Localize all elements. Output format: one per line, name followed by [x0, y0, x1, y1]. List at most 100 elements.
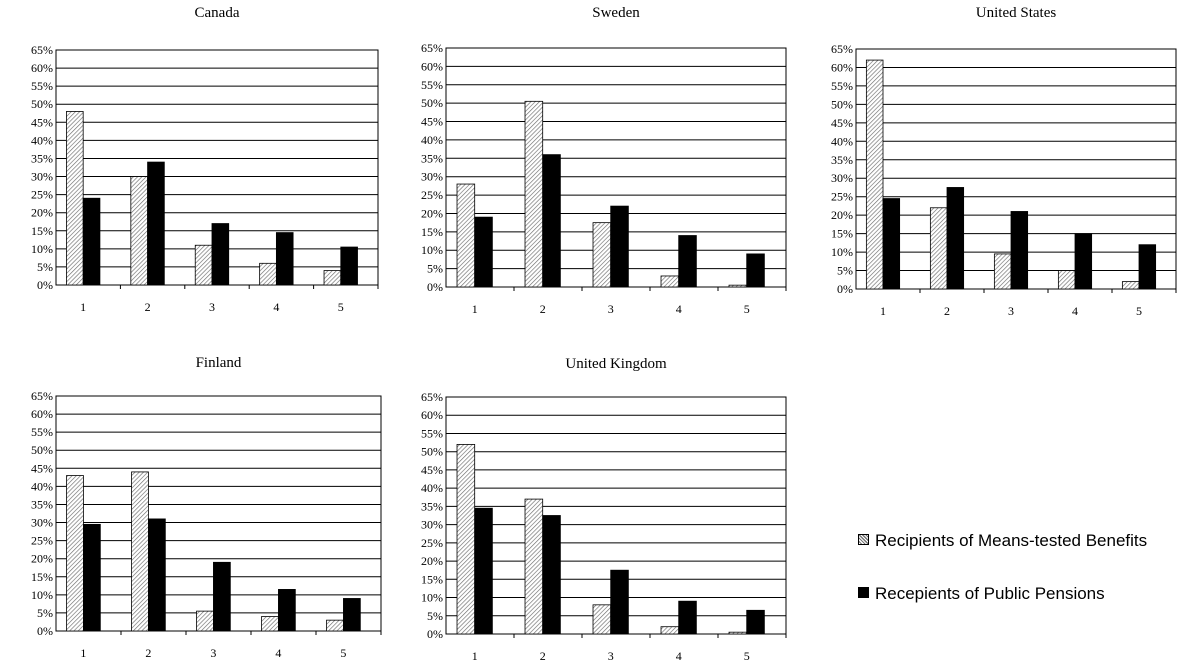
y-tick-label: 45% [831, 116, 853, 130]
bar-means-tested [728, 284, 748, 288]
bar-pensions [211, 223, 230, 286]
x-tick-label: 1 [472, 302, 478, 316]
bar-means-tested [456, 183, 476, 288]
bar-means-tested [524, 498, 544, 635]
chart-panel-sweden: Sweden 0% 5% 10% 15% 20% 25% 30% 35% 40% 45% 50% 55%… [421, 5, 787, 316]
y-tick-label: 30% [31, 516, 53, 530]
bar-pensions [1138, 244, 1157, 290]
legend-label-pensions: Recepients of Public Pensions [875, 584, 1105, 603]
y-tick-label: 45% [31, 461, 53, 475]
y-tick-label: 65% [831, 42, 853, 56]
bar-pensions [148, 518, 166, 632]
y-tick-label: 40% [31, 479, 53, 493]
bar-pensions [882, 198, 901, 290]
bar-means-tested [66, 475, 84, 632]
y-tick-label: 50% [31, 97, 53, 111]
x-tick-label: 1 [80, 646, 86, 660]
y-tick-label: 35% [31, 497, 53, 511]
bar-pensions [275, 232, 294, 286]
y-tick-label: 55% [31, 79, 53, 93]
y-tick-label: 25% [831, 190, 853, 204]
bar-means-tested [456, 443, 476, 635]
y-tick-label: 0% [427, 627, 443, 641]
x-tick-label: 3 [210, 646, 216, 660]
x-tick-label: 2 [944, 304, 950, 318]
y-tick-label: 45% [31, 115, 53, 129]
y-tick-label: 60% [31, 61, 53, 75]
bar-pensions [610, 569, 629, 635]
y-tick-label: 10% [421, 243, 443, 257]
y-tick-label: 55% [421, 426, 443, 440]
bar-pensions [474, 507, 493, 635]
bar-means-tested [326, 619, 344, 632]
y-tick-label: 35% [831, 153, 853, 167]
y-tick-label: 20% [31, 552, 53, 566]
bar-pensions [82, 197, 101, 286]
bar-pensions [83, 523, 101, 632]
y-tick-label: 0% [37, 278, 53, 292]
bar-pensions [343, 598, 361, 632]
bar-means-tested [524, 100, 544, 288]
chart-panel-canada: Canada 0% 5% 10% 15% 20% 25% 30% 35% 40% 45% 50% 55%… [31, 5, 379, 314]
x-tick-label: 2 [540, 302, 546, 316]
bar-means-tested [660, 626, 680, 635]
x-tick-label: 4 [275, 646, 281, 660]
y-tick-label: 10% [421, 591, 443, 605]
y-tick-label: 65% [31, 43, 53, 57]
y-tick-label: 15% [421, 225, 443, 239]
y-tick-label: 20% [421, 206, 443, 220]
y-tick-label: 65% [421, 41, 443, 55]
x-tick-label: 4 [1072, 304, 1078, 318]
y-tick-label: 50% [421, 96, 443, 110]
chart-panel-united-kingdom: United Kingdom 0% 5% 10% 15% 20% 25% 30% 35% 40% 4… [421, 356, 787, 663]
y-tick-label: 40% [421, 133, 443, 147]
chart-title: Canada [195, 5, 240, 21]
bar-pensions [213, 561, 231, 632]
bar-means-tested [130, 176, 148, 286]
y-tick-label: 30% [31, 170, 53, 184]
bar-means-tested [728, 631, 748, 635]
bar-means-tested [592, 222, 612, 288]
y-tick-label: 5% [37, 606, 53, 620]
legend-item-pensions: Recepients of Public Pensions [858, 583, 1188, 604]
x-tick-label: 2 [145, 300, 151, 314]
y-tick-label: 0% [37, 624, 53, 638]
bar-means-tested [66, 111, 84, 286]
bar-means-tested [929, 207, 948, 290]
chart-title: United States [976, 5, 1057, 21]
bar-means-tested [1057, 270, 1076, 290]
x-tick-label: 2 [145, 646, 151, 660]
y-tick-label: 25% [31, 534, 53, 548]
bar-pensions [610, 205, 629, 288]
x-tick-label: 3 [608, 302, 614, 316]
y-tick-label: 50% [31, 443, 53, 457]
bar-means-tested [194, 244, 213, 286]
y-tick-label: 55% [421, 78, 443, 92]
y-tick-label: 40% [31, 133, 53, 147]
bar-pensions [542, 515, 561, 635]
y-tick-label: 45% [421, 115, 443, 129]
chart-title: Finland [196, 355, 242, 371]
bar-means-tested [323, 270, 342, 286]
bar-means-tested [592, 604, 612, 635]
y-tick-label: 50% [421, 445, 443, 459]
legend: Recipients of Means-tested Benefits Rece… [858, 530, 1188, 636]
x-tick-label: 2 [540, 649, 546, 663]
x-tick-label: 5 [340, 646, 346, 660]
bar-pensions [678, 600, 697, 635]
x-tick-label: 3 [1008, 304, 1014, 318]
bar-pensions [746, 609, 765, 635]
y-tick-label: 15% [31, 570, 53, 584]
x-tick-label: 1 [880, 304, 886, 318]
y-tick-label: 15% [831, 227, 853, 241]
bar-pensions [474, 216, 493, 288]
y-tick-label: 5% [427, 262, 443, 276]
x-tick-label: 4 [273, 300, 279, 314]
bar-pensions [542, 154, 561, 288]
y-tick-label: 25% [421, 536, 443, 550]
y-tick-label: 50% [831, 97, 853, 111]
y-tick-label: 15% [31, 224, 53, 238]
legend-swatch-pensions [858, 587, 869, 598]
y-tick-label: 0% [837, 282, 853, 296]
